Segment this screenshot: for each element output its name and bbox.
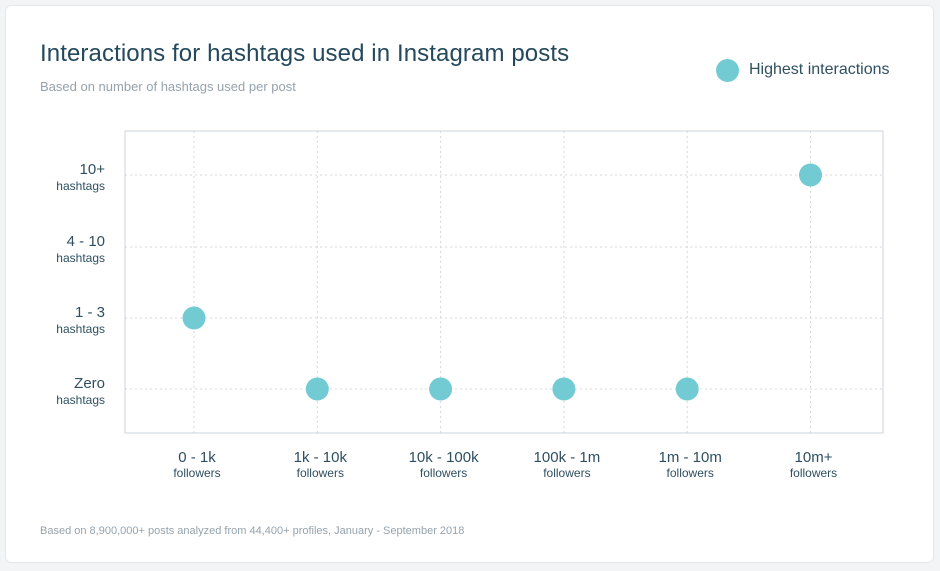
footnote: Based on 8,900,000+ posts analyzed from … — [40, 525, 465, 537]
data-point — [552, 377, 576, 401]
y-tick-label: 4 - 10 — [67, 233, 105, 250]
y-tick-label: 1 - 3 — [75, 304, 105, 321]
x-tick-label: 10m+ — [795, 449, 833, 466]
data-point — [182, 306, 206, 330]
x-tick-label: 0 - 1k — [178, 449, 216, 466]
data-point — [675, 377, 699, 401]
x-tick-label: 1k - 10k — [294, 449, 348, 466]
y-tick-label: Zero — [74, 375, 105, 392]
y-tick-sublabel: hashtags — [56, 179, 105, 193]
x-tick-sublabel: followers — [790, 466, 837, 480]
x-tick-label: 1m - 10m — [659, 449, 722, 466]
data-point — [429, 377, 453, 401]
x-tick-sublabel: followers — [667, 466, 714, 480]
x-tick-label: 10k - 100k — [409, 449, 480, 466]
x-tick-label: 100k - 1m — [534, 449, 601, 466]
plot-frame — [124, 130, 884, 434]
x-tick-sublabel: followers — [543, 466, 590, 480]
legend: Highest interactions — [716, 58, 890, 82]
x-tick-sublabel: followers — [297, 466, 344, 480]
legend-swatch — [716, 58, 739, 82]
y-tick-label: 10+ — [80, 161, 106, 178]
data-point — [799, 163, 822, 187]
chart-subtitle: Based on number of hashtags used per pos… — [40, 79, 296, 94]
x-tick-sublabel: followers — [173, 466, 220, 480]
x-tick-sublabel: followers — [420, 466, 467, 480]
y-tick-sublabel: hashtags — [56, 322, 105, 336]
y-tick-sublabel: hashtags — [56, 251, 105, 265]
legend-label: Highest interactions — [749, 61, 890, 78]
chart-title: Interactions for hashtags used in Instag… — [40, 40, 570, 67]
data-point — [305, 377, 329, 401]
chart-card: Interactions for hashtags used in Instag… — [5, 5, 934, 563]
y-tick-sublabel: hashtags — [56, 393, 105, 407]
